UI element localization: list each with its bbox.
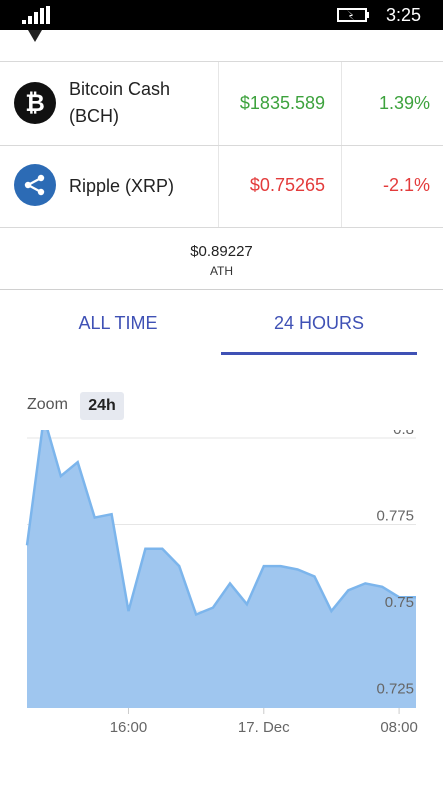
column-divider bbox=[341, 146, 342, 227]
coin-row-xrp[interactable]: Ripple (XRP) $0.75265 -2.1% bbox=[0, 146, 443, 228]
time-range-tabs: ALL TIME 24 HOURS bbox=[0, 291, 443, 357]
y-axis-tick-label: 0.725 bbox=[376, 681, 414, 698]
chart-line-series bbox=[25, 430, 416, 617]
coin-price: $1835.589 bbox=[239, 93, 325, 113]
coin-logo-partial-icon bbox=[28, 30, 42, 42]
price-chart: 0.8 0.775 0.75 0.725 16:00 17. Dec 08:00 bbox=[25, 430, 418, 736]
coin-change: -2.1% bbox=[382, 175, 430, 195]
ath-summary: $0.89227 ATH bbox=[0, 228, 443, 290]
status-bar: 3:25 bbox=[0, 0, 443, 30]
svg-text:₿: ₿ bbox=[25, 89, 45, 117]
x-axis-tick-label: 08:00 bbox=[380, 719, 418, 736]
x-axis-tick-label: 17. Dec bbox=[238, 719, 290, 736]
bitcoin-cash-icon: ₿ bbox=[14, 82, 56, 124]
coin-name: Ripple (XRP) bbox=[69, 176, 175, 196]
column-divider bbox=[218, 146, 219, 227]
list-item-partial[interactable] bbox=[0, 30, 443, 62]
zoom-label: Zoom bbox=[27, 396, 68, 413]
column-divider bbox=[341, 62, 342, 145]
signal-strength-icon bbox=[22, 6, 50, 24]
status-time: 3:25 bbox=[386, 5, 422, 25]
tab-selected-indicator bbox=[221, 352, 417, 355]
coin-price: $0.75265 bbox=[249, 175, 325, 195]
y-axis-tick-label: 0.8 bbox=[393, 430, 414, 438]
y-axis-tick-label: 0.775 bbox=[376, 508, 414, 525]
ripple-icon bbox=[14, 164, 56, 206]
coin-row-bch[interactable]: ₿ Bitcoin Cash (BCH) $1835.589 1.39% bbox=[0, 62, 443, 146]
chart-area-series bbox=[27, 430, 416, 708]
coin-change: 1.39% bbox=[378, 93, 430, 113]
ath-label: ATH bbox=[209, 264, 234, 278]
tab-24-hours[interactable]: 24 HOURS bbox=[273, 313, 365, 333]
zoom-24h-button[interactable]: 24h bbox=[80, 392, 124, 420]
coin-name: Bitcoin Cash (BCH) bbox=[69, 79, 171, 126]
ath-value: $0.89227 bbox=[190, 243, 253, 260]
battery-charging-icon bbox=[337, 8, 369, 22]
column-divider bbox=[218, 62, 219, 145]
x-axis-tick-label: 16:00 bbox=[110, 719, 148, 736]
y-axis-tick-label: 0.75 bbox=[385, 594, 414, 611]
tab-all-time[interactable]: ALL TIME bbox=[78, 313, 158, 333]
